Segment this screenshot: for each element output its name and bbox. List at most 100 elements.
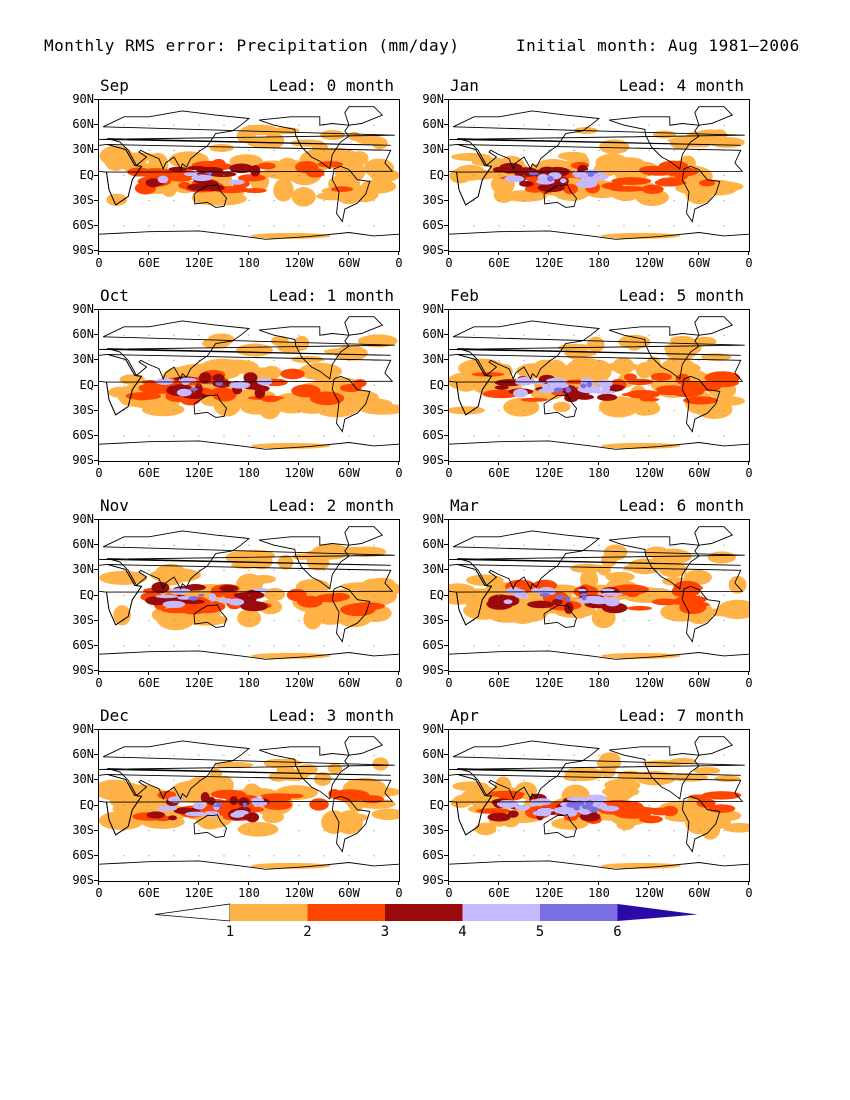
error-contour	[250, 442, 331, 449]
error-contour	[528, 601, 547, 608]
coastline	[99, 774, 143, 836]
error-contour	[157, 175, 169, 184]
y-tick	[444, 124, 448, 126]
x-tick-label: 180	[588, 886, 610, 900]
y-tick	[94, 434, 98, 436]
coastline	[331, 165, 371, 223]
error-contour	[183, 171, 198, 177]
error-contour	[162, 600, 186, 608]
y-tick-label: 30S	[72, 822, 94, 837]
error-contour	[693, 766, 721, 775]
error-contour	[209, 143, 234, 152]
panel-month-label: Mar	[450, 496, 479, 515]
error-contour	[176, 388, 192, 397]
error-contour	[600, 652, 681, 659]
coastline	[449, 860, 749, 870]
x-tick	[548, 251, 549, 255]
error-contour	[229, 381, 251, 389]
x-tick-label: 180	[238, 256, 260, 270]
coastline	[449, 650, 749, 660]
error-contour	[709, 181, 744, 192]
y-tick	[94, 174, 98, 176]
error-contour	[454, 164, 487, 181]
error-contour	[214, 761, 254, 769]
y-tick-label: 30S	[422, 402, 444, 417]
coastline	[99, 440, 399, 450]
coastlines	[99, 526, 399, 660]
panel-month-label: Oct	[100, 286, 129, 305]
y-tick-label: EQ	[79, 377, 94, 392]
error-contour	[520, 397, 549, 402]
y-tick-label: 90N	[72, 512, 94, 526]
coastline	[331, 375, 371, 433]
y-tick	[444, 99, 448, 100]
colorbar-level-label: 5	[535, 924, 545, 940]
error-contour	[494, 385, 509, 390]
error-contour	[305, 552, 322, 565]
x-tick-label: 0	[445, 676, 453, 690]
coastline	[543, 184, 578, 208]
y-tick-label: 90S	[422, 243, 444, 257]
x-tick	[748, 461, 749, 465]
x-tick	[648, 461, 649, 465]
y-tick-label: 30S	[422, 192, 444, 207]
x-tick	[648, 251, 649, 255]
y-tick-label: EQ	[79, 167, 94, 182]
y-tick	[94, 854, 98, 856]
coastline	[331, 585, 371, 643]
error-contour	[243, 187, 267, 194]
error-contour	[565, 596, 571, 602]
map-panel: Feb Lead: 5 month 90N 60N 30N EQ 30S 60S 90S 0 60E…	[422, 286, 752, 480]
x-tick-label: 120E	[184, 886, 214, 900]
coastline	[449, 530, 745, 590]
error-contour	[645, 356, 662, 377]
error-contour	[599, 765, 616, 779]
error-contour	[145, 596, 169, 606]
coastline	[99, 230, 399, 240]
error-contour	[157, 805, 178, 812]
error-contour	[236, 343, 273, 357]
error-contour	[154, 563, 188, 586]
map-panel: Nov Lead: 2 month 90N 60N 30N EQ 30S 60S 90S 0 60E…	[72, 496, 402, 690]
y-tick-label: 30S	[422, 822, 444, 837]
y-tick-label: 30N	[422, 352, 444, 367]
x-tick-label: 120E	[184, 466, 214, 480]
x-tick	[348, 251, 349, 255]
error-contour	[683, 396, 719, 405]
error-contour	[212, 373, 225, 382]
y-tick-label: 90S	[422, 453, 444, 467]
error-contour	[552, 598, 563, 606]
colorbar-level-label: 3	[380, 924, 390, 940]
x-tick	[248, 251, 249, 255]
x-tick-label: 0	[95, 886, 103, 900]
x-tick	[348, 881, 349, 885]
error-contour	[212, 387, 230, 394]
x-tick-label: 60E	[138, 466, 160, 480]
error-field	[449, 126, 745, 239]
y-tick-label: EQ	[429, 587, 444, 602]
error-contour	[641, 184, 664, 194]
x-tick	[198, 251, 199, 255]
coastline	[258, 326, 350, 380]
error-contour	[229, 795, 239, 806]
x-tick	[398, 671, 399, 675]
x-tick-label: 120W	[284, 466, 314, 480]
coastline	[694, 316, 734, 336]
x-tick	[548, 671, 549, 675]
error-contour	[566, 357, 605, 379]
y-tick-label: 90N	[422, 92, 444, 106]
error-contour	[372, 757, 389, 771]
x-tick	[748, 671, 749, 675]
error-contour	[707, 551, 736, 564]
error-contour	[250, 862, 331, 869]
error-contour	[600, 442, 681, 449]
error-contour	[601, 553, 617, 568]
y-tick	[94, 224, 98, 226]
panel-month-label: Dec	[100, 706, 129, 725]
x-tick-label: 120W	[634, 256, 664, 270]
y-tick-label: 30N	[72, 352, 94, 367]
y-tick-label: 60S	[422, 427, 444, 442]
colorbar-level-label: 1	[225, 924, 235, 940]
error-contour	[451, 152, 492, 161]
coastline	[193, 184, 228, 208]
